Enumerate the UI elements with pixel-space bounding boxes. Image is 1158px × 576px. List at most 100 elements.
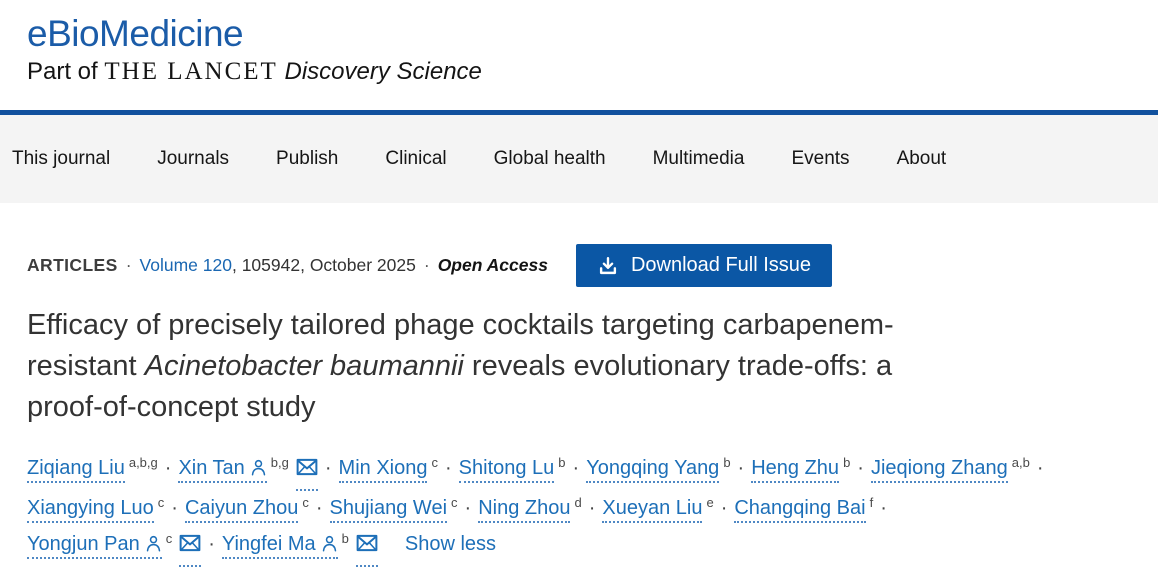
envelope-icon[interactable] [355, 527, 378, 567]
person-icon [140, 533, 162, 555]
author-link[interactable]: Changqing Bai [734, 497, 866, 523]
author-affiliation-sup: c [157, 495, 165, 510]
envelope-icon[interactable] [295, 451, 318, 491]
meta-separator: · [125, 255, 132, 275]
author-separator: · [164, 457, 172, 479]
title-segment: resistant [27, 350, 145, 382]
title-segment: reveals evolutionary trade-offs: a [463, 350, 893, 382]
author-link[interactable]: Ning Zhou [478, 497, 571, 523]
author-name: Changqing Bai [734, 497, 866, 519]
author-affiliation-sup: b,g [270, 455, 289, 470]
author-link[interactable]: Min Xiong [338, 457, 428, 483]
nav-link-journals[interactable]: Journals [157, 148, 230, 169]
author-line: Yongjun Pan c · Yingfei Ma b Show less [27, 527, 1122, 567]
author-affiliation-sup: c [302, 495, 309, 510]
show-less-link[interactable]: Show less [404, 533, 497, 555]
envelope-icon[interactable] [179, 527, 202, 567]
author-affiliation-sup: d [574, 495, 582, 510]
nav-link-about[interactable]: About [896, 148, 947, 169]
author-link[interactable]: Ziqiang Liu [27, 457, 125, 483]
author-name: Shitong Lu [458, 457, 555, 479]
author-list: Ziqiang Liu a,b,g · Xin Tan b,g · Min Xiong c · S… [27, 451, 1122, 567]
article-title-line: Efficacy of precisely tailored phage coc… [27, 305, 1122, 346]
author-name: Shujiang Wei [329, 497, 448, 519]
blue-divider [0, 110, 1158, 115]
person-icon [316, 533, 338, 555]
author-affiliation-sup: e [706, 495, 714, 510]
author-link[interactable]: Yongjun Pan [27, 533, 162, 559]
author-name: Xin Tan [178, 457, 245, 479]
author-separator: · [324, 457, 332, 479]
author-name: Xueyan Liu [602, 497, 703, 519]
author-name: Heng Zhu [751, 457, 840, 479]
author-link[interactable]: Yongqing Yang [586, 457, 720, 483]
author-affiliation-sup: a,b [1011, 455, 1030, 470]
nav-item-events: Events [791, 148, 849, 170]
author-name: Xiangying Luo [27, 497, 154, 519]
author-separator: · [720, 497, 728, 519]
download-full-issue-button[interactable]: Download Full Issue [575, 244, 833, 287]
nav-item-about: About [897, 148, 947, 170]
issue-info: , 105942, October 2025 [231, 255, 416, 275]
author-separator: · [464, 497, 472, 519]
nav-item-journals: Journals [157, 148, 229, 170]
nav-item-global-health: Global health [494, 148, 606, 170]
author-name: Yingfei Ma [221, 533, 316, 555]
article-title-line: proof-of-concept study [27, 387, 1122, 428]
author-separator: · [171, 497, 178, 519]
author-separator: · [572, 457, 580, 479]
author-separator: · [444, 457, 452, 479]
author-name: Yongjun Pan [27, 533, 140, 555]
author-affiliation-sup: c [165, 531, 173, 546]
journal-logo[interactable]: eBioMedicine [27, 13, 244, 54]
nav-link-multimedia[interactable]: Multimedia [652, 148, 745, 169]
author-line: Xiangying Luo c · Caiyun Zhou c · Shujiang Wei… [27, 491, 1122, 527]
masthead: eBioMedicine Part of THE LANCET Discover… [0, 0, 1158, 110]
author-separator: · [208, 533, 215, 555]
author-separator: · [737, 457, 745, 479]
author-separator: · [315, 497, 323, 519]
journal-tagline: Part of THE LANCET Discovery Science [27, 58, 1158, 86]
title-segment: proof-of-concept study [27, 391, 316, 423]
author-link[interactable]: Shitong Lu [458, 457, 555, 483]
author-link[interactable]: Xiangying Luo [27, 497, 154, 523]
author-link[interactable]: Shujiang Wei [329, 497, 448, 523]
author-separator: · [588, 497, 596, 519]
article-meta-row: ARTICLES · Volume 120 , 105942, October … [27, 244, 1122, 287]
author-link[interactable]: Caiyun Zhou [184, 497, 299, 523]
nav-link-clinical[interactable]: Clinical [385, 148, 447, 169]
author-name: Jieqiong Zhang [870, 457, 1008, 479]
nav-link-global-health[interactable]: Global health [493, 148, 606, 169]
nav-link-publish[interactable]: Publish [276, 148, 339, 169]
author-affiliation-sup: b [341, 531, 349, 546]
author-affiliation-sup: f [869, 495, 874, 510]
author-link[interactable]: Heng Zhu [751, 457, 840, 483]
nav-item-publish: Publish [276, 148, 338, 170]
nav-link-this-journal[interactable]: This journal [12, 148, 111, 169]
nav-link-events[interactable]: Events [791, 148, 850, 169]
volume-link[interactable]: Volume 120 [139, 255, 232, 275]
author-line: Ziqiang Liu a,b,g · Xin Tan b,g · Min Xiong c · S… [27, 451, 1122, 491]
author-affiliation-sup: b [843, 455, 851, 470]
download-icon [597, 255, 619, 277]
author-name: Caiyun Zhou [184, 497, 299, 519]
author-name: Ning Zhou [478, 497, 571, 519]
title-segment: Efficacy of precisely tailored phage coc… [27, 309, 894, 341]
download-button-label: Download Full Issue [630, 254, 812, 276]
author-affiliation-sup: c [431, 455, 438, 470]
author-name: Ziqiang Liu [27, 457, 125, 479]
author-link[interactable]: Jieqiong Zhang [870, 457, 1008, 483]
author-link[interactable]: Xueyan Liu [602, 497, 703, 523]
author-affiliation-sup: b [558, 455, 566, 470]
person-icon [245, 457, 267, 479]
nav-item-clinical: Clinical [385, 148, 446, 170]
author-name: Min Xiong [338, 457, 428, 479]
tagline-prefix: Part of [27, 58, 105, 85]
section-label[interactable]: ARTICLES [27, 255, 118, 275]
article-meta: ARTICLES · Volume 120 , 105942, October … [27, 255, 548, 276]
author-link[interactable]: Xin Tan [178, 457, 267, 483]
author-name: Yongqing Yang [586, 457, 720, 479]
author-link[interactable]: Yingfei Ma [221, 533, 338, 559]
nav-list: This journal Journals Publish Clinical Globa… [12, 148, 946, 170]
